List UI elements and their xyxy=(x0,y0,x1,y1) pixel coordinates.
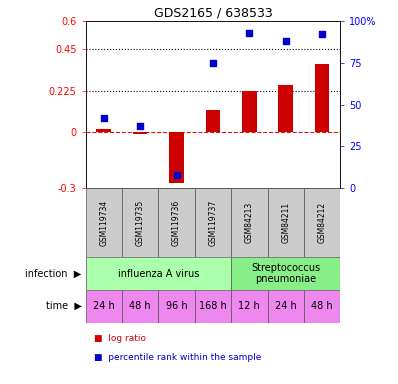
Bar xyxy=(86,290,122,323)
Bar xyxy=(279,85,293,132)
Text: GSM84212: GSM84212 xyxy=(318,202,327,243)
Text: influenza A virus: influenza A virus xyxy=(118,268,199,279)
Point xyxy=(246,30,252,36)
Bar xyxy=(195,188,231,257)
Bar xyxy=(158,290,195,323)
Text: 48 h: 48 h xyxy=(311,301,333,311)
Point xyxy=(319,31,325,38)
Text: GSM84213: GSM84213 xyxy=(245,202,254,243)
Text: 96 h: 96 h xyxy=(166,301,187,311)
Bar xyxy=(304,290,340,323)
Bar xyxy=(267,188,304,257)
Title: GDS2165 / 638533: GDS2165 / 638533 xyxy=(154,7,272,20)
Bar xyxy=(86,257,231,290)
Text: 48 h: 48 h xyxy=(129,301,151,311)
Point xyxy=(137,123,143,129)
Point xyxy=(210,60,216,66)
Point xyxy=(174,172,180,178)
Bar xyxy=(169,132,184,183)
Text: 24 h: 24 h xyxy=(275,301,297,311)
Text: GSM84211: GSM84211 xyxy=(281,202,290,243)
Bar xyxy=(206,110,220,132)
Point xyxy=(283,38,289,44)
Text: 24 h: 24 h xyxy=(93,301,115,311)
Bar xyxy=(242,91,257,132)
Bar xyxy=(304,188,340,257)
Text: 12 h: 12 h xyxy=(238,301,260,311)
Bar xyxy=(86,188,122,257)
Bar xyxy=(267,290,304,323)
Text: ■  percentile rank within the sample: ■ percentile rank within the sample xyxy=(94,353,261,361)
Bar xyxy=(231,290,267,323)
Bar xyxy=(315,64,330,132)
Point xyxy=(101,115,107,121)
Text: ■  log ratio: ■ log ratio xyxy=(94,334,146,343)
Bar xyxy=(133,132,147,134)
Text: Streptococcus
pneumoniae: Streptococcus pneumoniae xyxy=(251,263,320,285)
Bar xyxy=(158,188,195,257)
Text: GSM119735: GSM119735 xyxy=(136,200,144,246)
Text: 168 h: 168 h xyxy=(199,301,227,311)
Text: time  ▶: time ▶ xyxy=(46,301,82,311)
Text: infection  ▶: infection ▶ xyxy=(25,268,82,279)
Text: GSM119736: GSM119736 xyxy=(172,200,181,246)
Bar xyxy=(195,290,231,323)
Bar xyxy=(231,257,340,290)
Bar xyxy=(122,188,158,257)
Text: GSM119737: GSM119737 xyxy=(209,200,217,246)
Bar xyxy=(122,290,158,323)
Bar xyxy=(231,188,267,257)
Text: GSM119734: GSM119734 xyxy=(99,200,108,246)
Bar xyxy=(96,129,111,132)
